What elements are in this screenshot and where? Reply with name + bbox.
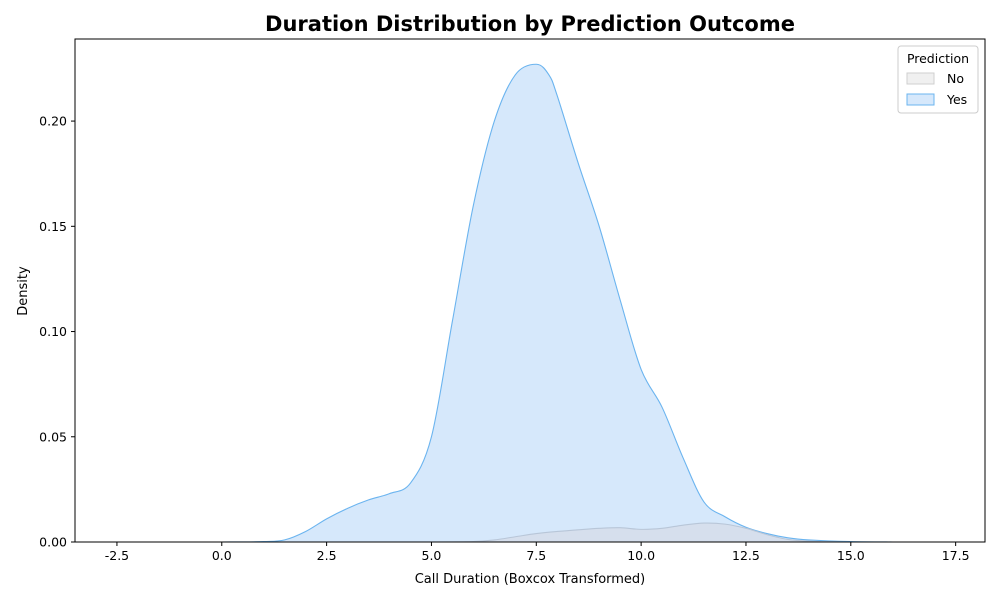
y-axis: 0.00 0.05 0.10 0.15 0.20 bbox=[39, 114, 75, 550]
y-tick-label: 0.05 bbox=[39, 429, 67, 444]
y-tick-label: 0.00 bbox=[39, 535, 67, 550]
x-tick-label: 12.5 bbox=[732, 548, 760, 563]
y-tick-label: 0.20 bbox=[39, 114, 67, 129]
x-tick-label: 17.5 bbox=[942, 548, 970, 563]
chart-title: Duration Distribution by Prediction Outc… bbox=[265, 12, 795, 36]
x-tick-label: 0.0 bbox=[212, 548, 232, 563]
legend-label-no: No bbox=[947, 71, 964, 86]
legend-label-yes: Yes bbox=[946, 92, 967, 107]
x-tick-label: 15.0 bbox=[837, 548, 865, 563]
density-area-no bbox=[116, 523, 944, 542]
x-tick-label: 2.5 bbox=[317, 548, 337, 563]
plot-frame bbox=[74, 38, 986, 543]
x-axis: -2.5 0.0 2.5 5.0 7.5 10.0 12.5 15.0 17.5 bbox=[105, 542, 970, 563]
x-tick-label: 5.0 bbox=[422, 548, 442, 563]
legend-swatch-yes bbox=[906, 93, 935, 106]
x-axis-label: Call Duration (Boxcox Transformed) bbox=[415, 572, 646, 587]
y-tick-label: 0.10 bbox=[39, 324, 67, 339]
y-tick-label: 0.15 bbox=[39, 219, 67, 234]
legend-swatch-no bbox=[906, 72, 935, 85]
y-axis-label: Density bbox=[16, 266, 31, 316]
x-tick-label: -2.5 bbox=[105, 548, 129, 563]
legend-title: Prediction bbox=[907, 51, 969, 66]
x-tick-label: 10.0 bbox=[627, 548, 655, 563]
x-tick-label: 7.5 bbox=[526, 548, 546, 563]
density-line-yes bbox=[116, 63, 944, 543]
legend: Prediction No Yes bbox=[897, 45, 979, 114]
density-area-yes bbox=[116, 64, 944, 542]
